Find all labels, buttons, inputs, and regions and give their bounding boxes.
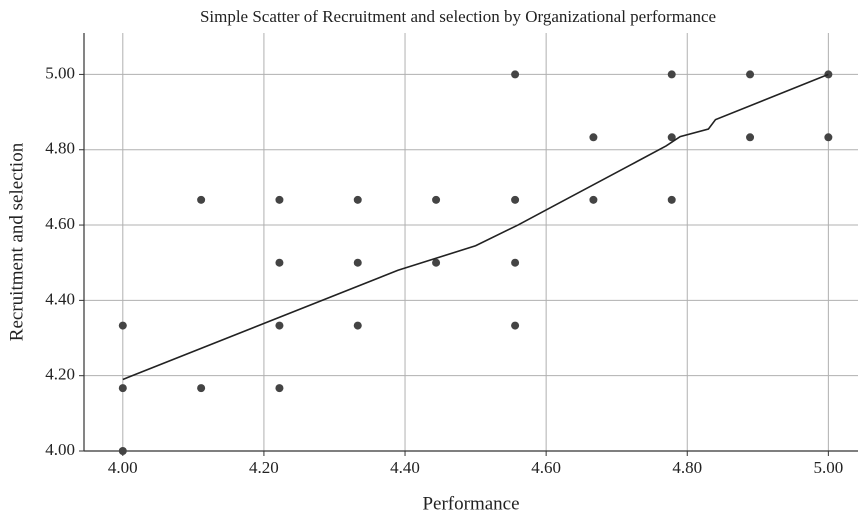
point bbox=[746, 133, 755, 142]
point bbox=[511, 70, 520, 79]
y-tick-label: 4.20 bbox=[45, 365, 75, 384]
point bbox=[197, 195, 206, 204]
point bbox=[589, 195, 598, 204]
point bbox=[275, 258, 284, 267]
point bbox=[118, 321, 127, 330]
fit-line bbox=[122, 73, 829, 381]
x-tick-label: 5.00 bbox=[813, 458, 843, 477]
point bbox=[353, 321, 362, 330]
point bbox=[118, 447, 127, 455]
y-tick-label: 4.80 bbox=[45, 139, 75, 158]
point bbox=[511, 195, 520, 204]
x-axis-label: Performance bbox=[422, 493, 519, 514]
x-tick-label: 4.80 bbox=[672, 458, 702, 477]
point bbox=[353, 258, 362, 267]
x-tick-label: 4.40 bbox=[390, 458, 420, 477]
y-tick-label: 4.40 bbox=[45, 289, 75, 308]
y-tick-label: 4.60 bbox=[45, 214, 75, 233]
point bbox=[275, 384, 284, 393]
point bbox=[118, 384, 127, 393]
point bbox=[275, 195, 284, 204]
point bbox=[824, 133, 833, 142]
x-tick-label: 4.60 bbox=[531, 458, 561, 477]
point bbox=[667, 133, 676, 142]
point bbox=[511, 321, 520, 330]
point bbox=[432, 258, 441, 267]
point bbox=[197, 384, 206, 393]
point bbox=[432, 195, 441, 204]
y-axis-label: Recruitment and selection bbox=[6, 142, 27, 341]
x-tick-label: 4.00 bbox=[108, 458, 138, 477]
point bbox=[667, 70, 676, 79]
point bbox=[275, 321, 284, 330]
x-tick-label: 4.20 bbox=[249, 458, 279, 477]
point bbox=[667, 195, 676, 204]
point bbox=[589, 133, 598, 142]
y-tick-label: 4.00 bbox=[45, 440, 75, 459]
chart-title: Simple Scatter of Recruitment and select… bbox=[200, 7, 716, 26]
point bbox=[353, 195, 362, 204]
point bbox=[511, 258, 520, 267]
y-tick-label: 5.00 bbox=[45, 63, 75, 82]
point bbox=[746, 70, 755, 79]
